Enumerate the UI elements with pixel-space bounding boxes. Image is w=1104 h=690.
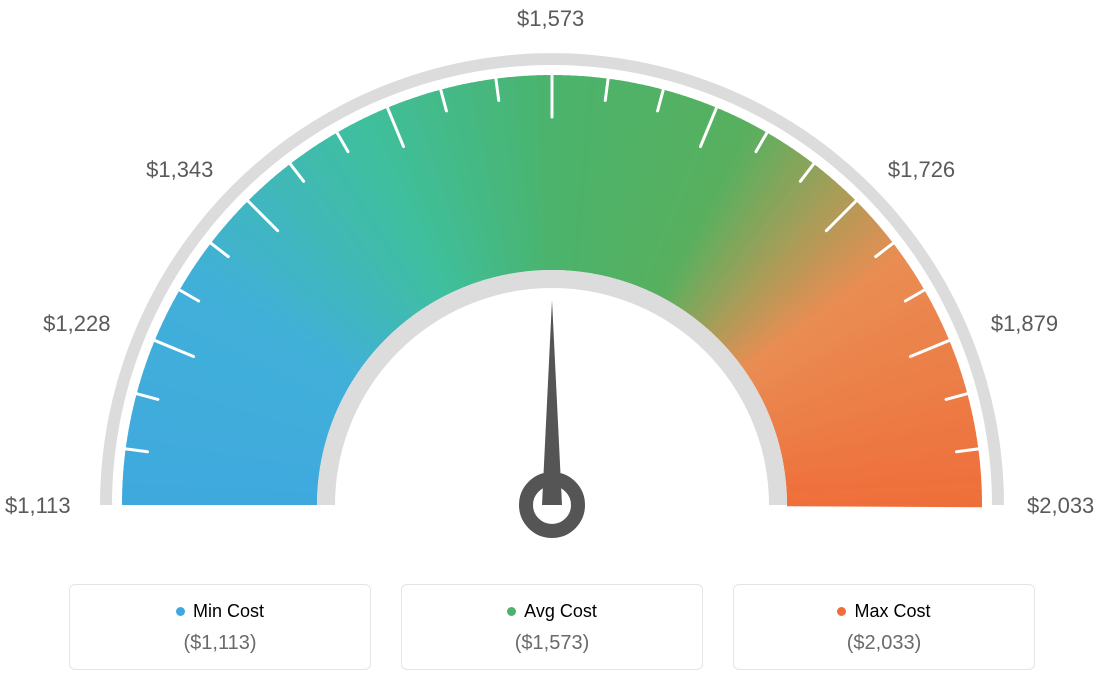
gauge-tick-label: $1,879 [991,311,1058,337]
dot-icon [837,607,846,616]
legend-card-avg: Avg Cost ($1,573) [401,584,703,670]
gauge-tick-label: $2,033 [1027,493,1094,519]
legend-card-max: Max Cost ($2,033) [733,584,1035,670]
gauge-tick-label: $1,726 [888,157,955,183]
dot-icon [176,607,185,616]
legend-card-min: Min Cost ($1,113) [69,584,371,670]
legend-title-text: Max Cost [854,601,930,622]
gauge-chart-container: $1,113 $1,228 $1,343 $1,573 $1,726 $1,879 $2,0… [0,0,1104,690]
gauge-tick-label: $1,113 [5,493,71,519]
legend-value-max: ($2,033) [734,632,1034,655]
legend-title-max: Max Cost [837,601,930,622]
gauge: $1,113 $1,228 $1,343 $1,573 $1,726 $1,879 $2,0… [0,0,1104,560]
legend-row: Min Cost ($1,113) Avg Cost ($1,573) Max … [0,584,1104,670]
gauge-svg [0,0,1104,560]
legend-title-text: Avg Cost [524,601,597,622]
legend-title-text: Min Cost [193,601,264,622]
legend-value-avg: ($1,573) [402,632,702,655]
legend-title-avg: Avg Cost [507,601,597,622]
legend-value-min: ($1,113) [70,632,370,655]
gauge-tick-label: $1,573 [517,6,584,32]
gauge-tick-label: $1,343 [146,157,213,183]
gauge-tick-label: $1,228 [43,311,110,337]
dot-icon [507,607,516,616]
legend-title-min: Min Cost [176,601,264,622]
